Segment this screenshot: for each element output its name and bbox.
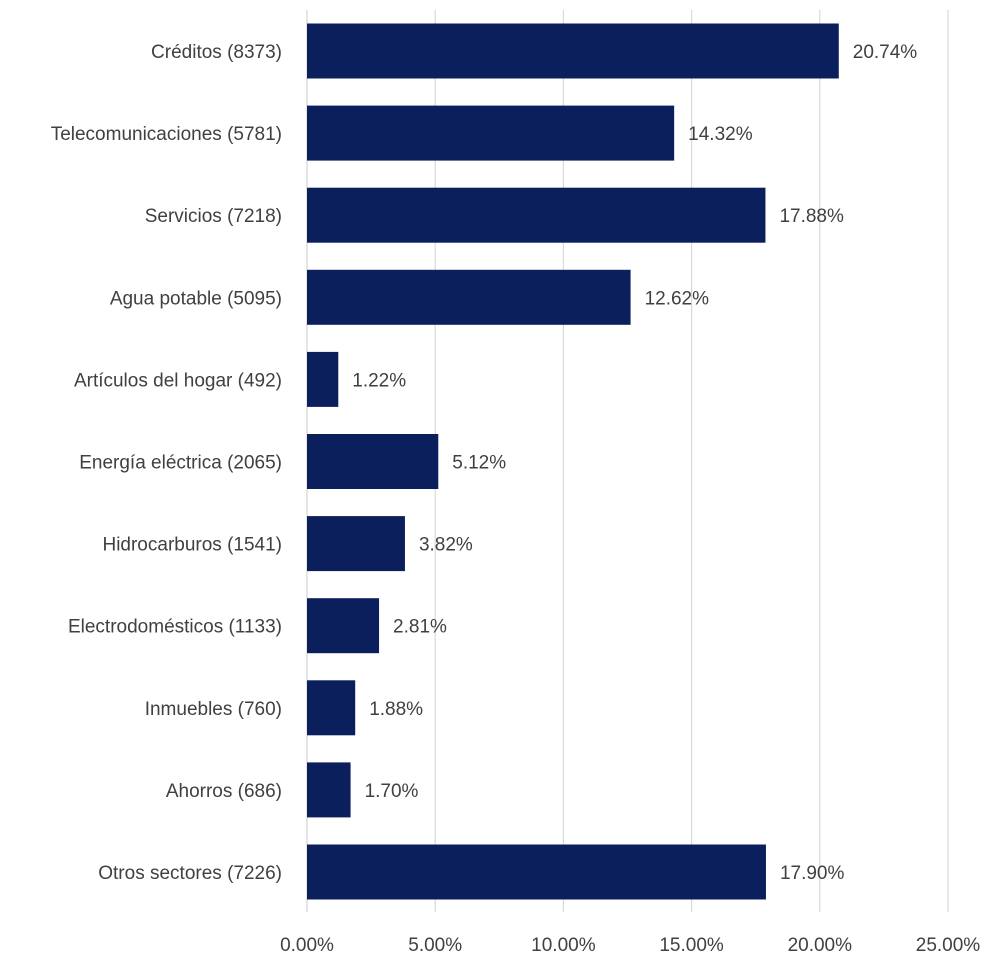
bars: [307, 23, 839, 900]
bar: [307, 187, 766, 243]
x-tick-label: 25.00%: [916, 935, 981, 956]
data-label: 20.74%: [853, 42, 918, 63]
category-label: Créditos (8373): [151, 42, 282, 63]
data-label: 2.81%: [393, 617, 447, 638]
category-label: Hidrocarburos (1541): [102, 535, 282, 556]
category-label: Agua potable (5095): [110, 288, 282, 309]
category-labels: Créditos (8373) Telecomunicaciones (5781)…: [51, 42, 282, 884]
x-axis-tick-labels: 0.00% 5.00% 10.00% 15.00% 20.00% 25.00%: [280, 935, 980, 956]
category-label: Servicios (7218): [145, 206, 282, 227]
data-label: 12.62%: [645, 288, 710, 309]
bar: [307, 844, 766, 900]
data-label: 17.88%: [779, 206, 844, 227]
bar: [307, 680, 356, 736]
bar: [307, 762, 351, 818]
data-label: 14.32%: [688, 124, 753, 145]
data-label: 1.88%: [369, 699, 423, 720]
x-tick-label: 5.00%: [408, 935, 462, 956]
data-label: 1.22%: [352, 370, 406, 391]
bar: [307, 434, 439, 489]
data-label: 1.70%: [365, 781, 419, 802]
category-label: Inmuebles (760): [145, 699, 282, 720]
category-label: Telecomunicaciones (5781): [51, 124, 282, 145]
bar: [307, 351, 339, 407]
bar: [307, 269, 631, 325]
data-label: 17.90%: [780, 863, 845, 884]
data-label: 3.82%: [419, 535, 473, 556]
x-tick-label: 15.00%: [659, 935, 724, 956]
bar: [307, 598, 380, 654]
x-tick-label: 20.00%: [788, 935, 853, 956]
category-label: Ahorros (686): [166, 781, 282, 802]
value-labels: 20.74% 14.32% 17.88% 12.62% 1.22% 5.12% 3.82% 2…: [352, 42, 917, 884]
category-label: Otros sectores (7226): [98, 863, 282, 884]
data-label: 5.12%: [452, 453, 506, 474]
category-label: Electrodomésticos (1133): [68, 617, 282, 638]
x-tick-label: 0.00%: [280, 935, 334, 956]
bar: [307, 23, 839, 79]
bar: [307, 105, 675, 161]
bar: [307, 516, 405, 572]
category-label: Energía eléctrica (2065): [79, 453, 282, 474]
category-label: Artículos del hogar (492): [74, 370, 282, 391]
x-tick-label: 10.00%: [531, 935, 596, 956]
